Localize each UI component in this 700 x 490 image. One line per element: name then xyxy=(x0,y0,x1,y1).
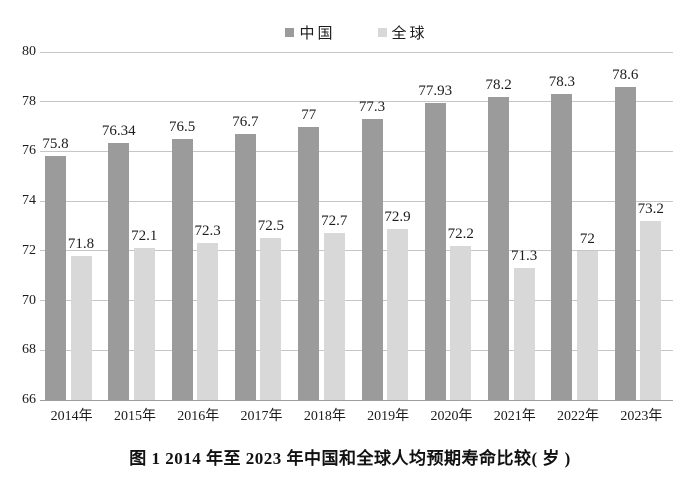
legend-swatch-china-icon xyxy=(285,28,295,37)
bar-全球-2020年 xyxy=(450,245,472,400)
bar-全球-2022年 xyxy=(576,250,598,400)
y-tick-label: 78 xyxy=(22,93,36,109)
x-tick-label: 2023年 xyxy=(620,409,663,424)
gridline xyxy=(40,300,673,302)
bar-中国-2014年 xyxy=(45,156,66,400)
x-tick-label: 2017年 xyxy=(240,409,283,424)
bar-value-label: 77 xyxy=(301,106,317,123)
bar-全球-2014年 xyxy=(70,255,92,400)
x-tick-label: 2015年 xyxy=(113,409,156,424)
bar-value-label: 77.93 xyxy=(418,83,453,100)
bar-value-label: 72.2 xyxy=(447,225,474,242)
bar-value-label: 75.8 xyxy=(42,136,69,153)
x-tick-label: 2018年 xyxy=(303,409,346,424)
bar-value-label: 72.9 xyxy=(384,208,411,225)
bar-value-label: 71.8 xyxy=(67,235,95,252)
bar-全球-2015年 xyxy=(133,248,155,400)
y-tick-label: 72 xyxy=(22,242,36,258)
x-tick-label: 2020年 xyxy=(430,409,473,424)
bar-value-label: 78.3 xyxy=(548,74,576,91)
bar-全球-2017年 xyxy=(260,238,282,400)
bar-全球-2019年 xyxy=(387,228,408,400)
bar-全球-2023年 xyxy=(640,221,662,400)
y-tick-label: 68 xyxy=(22,342,36,358)
gridline xyxy=(40,51,673,53)
y-tick-label: 76 xyxy=(22,143,36,159)
bar-value-label: 72.1 xyxy=(131,228,158,245)
x-tick-label: 2022年 xyxy=(557,409,600,424)
gridline xyxy=(40,150,673,152)
gridline xyxy=(40,200,673,202)
bar-value-label: 72.3 xyxy=(194,223,221,240)
bar-value-label: 76.34 xyxy=(101,122,136,139)
bar-中国-2022年 xyxy=(551,94,573,400)
gridline xyxy=(40,101,673,103)
bar-全球-2021年 xyxy=(513,268,535,400)
bar-value-label: 72.5 xyxy=(257,218,285,235)
bar-中国-2023年 xyxy=(614,86,636,400)
bar-value-label: 78.2 xyxy=(485,76,512,93)
chart-legend: 中国 全球 xyxy=(40,22,673,43)
legend-item-global: 全球 xyxy=(377,22,428,43)
bar-中国-2021年 xyxy=(488,96,510,400)
x-tick-label: 2021年 xyxy=(493,409,536,424)
plot-area: 75.8 71.8 76.34 72.1 76.5 72.3 76.7 72.5 77 72.7 7… xyxy=(40,51,673,401)
x-axis-line xyxy=(40,399,673,401)
x-tick-label: 2014年 xyxy=(50,409,93,424)
bar-value-label: 77.3 xyxy=(358,99,386,116)
bar-中国-2019年 xyxy=(361,119,383,400)
bar-value-label: 72 xyxy=(579,230,595,247)
y-tick-label: 74 xyxy=(22,193,36,209)
y-tick-label: 66 xyxy=(22,392,36,407)
legend-item-china: 中国 xyxy=(285,22,335,43)
y-tick-label: 80 xyxy=(22,44,36,59)
bar-value-label: 76.5 xyxy=(168,119,196,135)
bar-value-label: 78.6 xyxy=(612,66,639,83)
bar-value-label: 73.2 xyxy=(637,201,664,218)
chart-caption: 图 1 2014 年至 2023 年中国和全球人均预期寿命比较( 岁 ) xyxy=(129,449,571,468)
y-tick-label: 70 xyxy=(22,292,36,308)
bar-中国-2016年 xyxy=(171,139,193,400)
bar-中国-2015年 xyxy=(108,142,130,400)
legend-swatch-global-icon xyxy=(377,28,387,37)
bar-全球-2018年 xyxy=(323,233,345,400)
x-tick-label: 2016年 xyxy=(177,409,220,424)
bar-中国-2017年 xyxy=(234,134,256,400)
legend-label-global: 全球 xyxy=(391,26,428,42)
bar-value-label: 71.3 xyxy=(510,248,538,265)
gridline xyxy=(40,349,673,351)
bar-value-label: 72.7 xyxy=(321,213,348,230)
gridline xyxy=(40,250,673,252)
bar-全球-2016年 xyxy=(197,243,219,400)
bar-value-label: 76.7 xyxy=(232,114,259,131)
bar-中国-2018年 xyxy=(298,126,320,400)
x-tick-label: 2019年 xyxy=(367,409,410,424)
bar-中国-2020年 xyxy=(424,103,446,400)
legend-label-china: 中国 xyxy=(299,26,336,42)
